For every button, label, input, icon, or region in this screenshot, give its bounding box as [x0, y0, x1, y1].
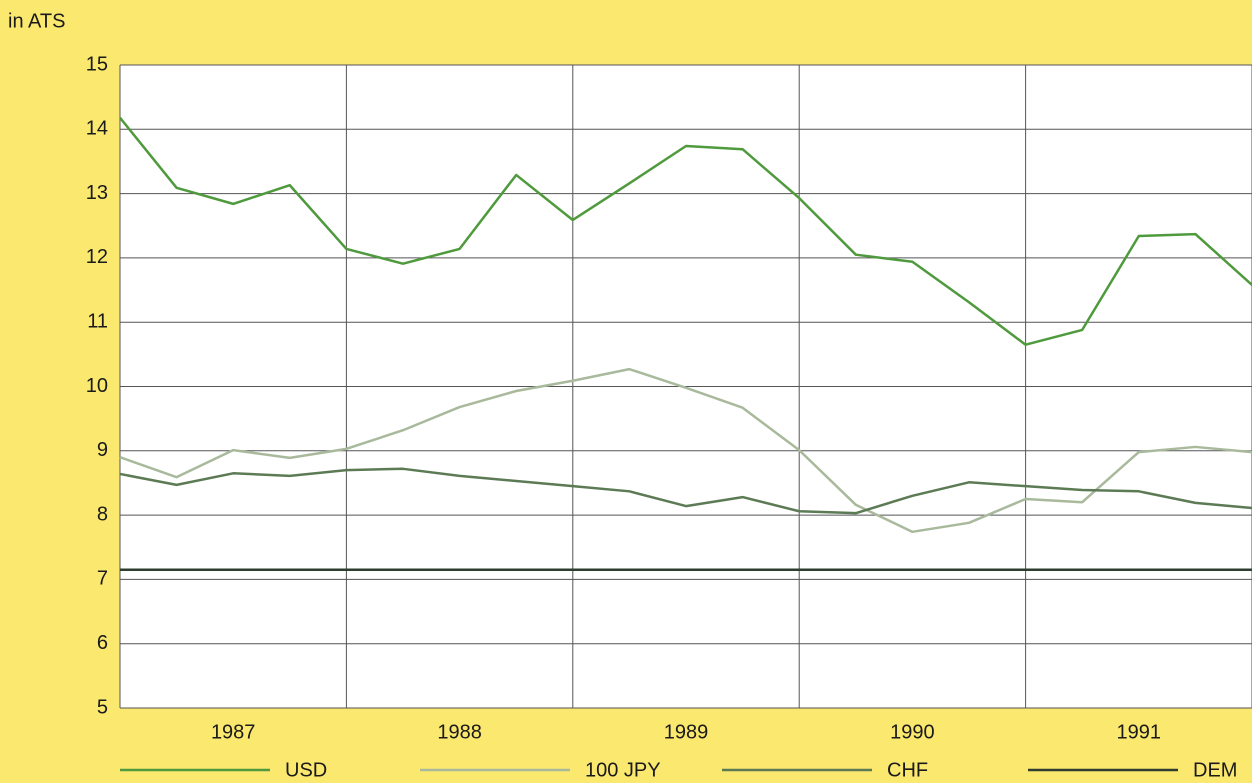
line-series: [119, 467, 1252, 515]
y-tick-label: 13: [86, 182, 108, 204]
line-series: [119, 116, 1252, 346]
y-tick-label: 5: [97, 696, 108, 718]
legend-label: USD: [285, 759, 327, 781]
legend-label: CHF: [887, 759, 928, 781]
line-series: [119, 367, 1252, 534]
y-tick-label: 14: [86, 118, 108, 140]
y-axis-label: in ATS: [8, 10, 65, 32]
x-tick-label: 1989: [664, 721, 709, 743]
x-tick-label: 1988: [437, 721, 482, 743]
y-tick-label: 7: [97, 568, 108, 590]
legend-label: DEM: [1193, 759, 1237, 781]
y-tick-label: 11: [87, 310, 108, 332]
y-tick-label: 12: [86, 246, 108, 268]
legend-label: 100 JPY: [585, 759, 661, 781]
y-tick-label: 15: [86, 53, 108, 75]
y-tick-label: 10: [86, 375, 108, 397]
x-tick-label: 1990: [890, 721, 935, 743]
x-tick-label: 1987: [211, 721, 256, 743]
x-tick-label: 1991: [1117, 721, 1162, 743]
y-tick-label: 6: [97, 632, 108, 654]
y-tick-label: 9: [97, 439, 108, 461]
y-tick-label: 8: [97, 503, 108, 525]
